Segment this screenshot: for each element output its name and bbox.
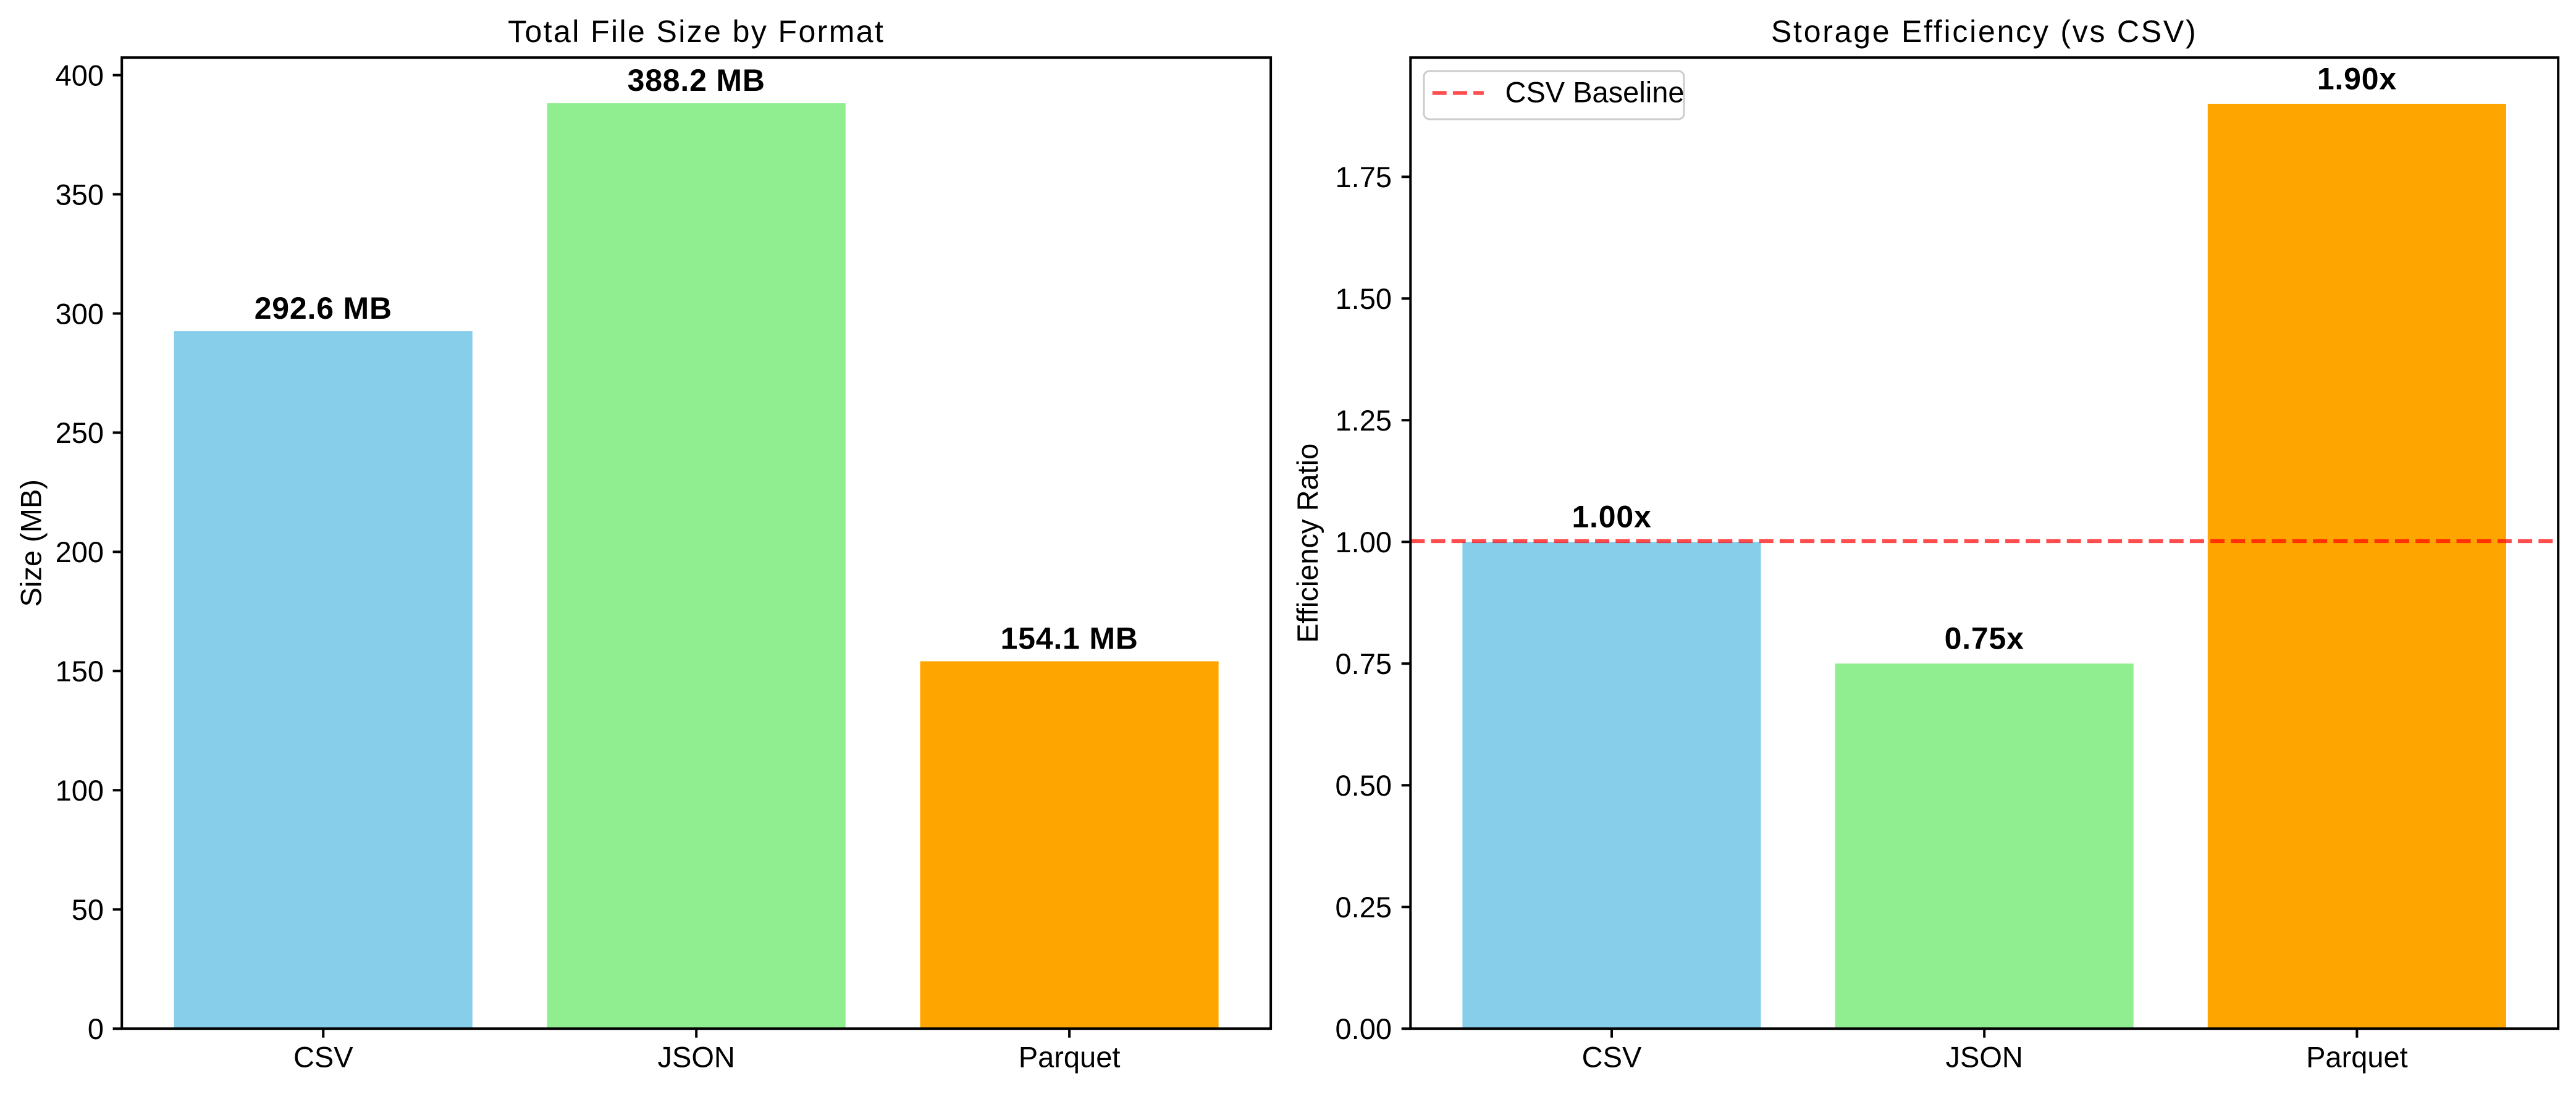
svg-text:Parquet: Parquet <box>1019 1041 1121 1074</box>
svg-text:Total File Size by Format: Total File Size by Format <box>508 14 885 49</box>
svg-text:1.75: 1.75 <box>1336 161 1392 193</box>
svg-text:388.2 MB: 388.2 MB <box>628 63 765 98</box>
svg-text:250: 250 <box>56 416 104 449</box>
svg-text:Efficiency Ratio: Efficiency Ratio <box>1291 444 1324 643</box>
svg-text:292.6 MB: 292.6 MB <box>255 291 392 326</box>
svg-text:0.25: 0.25 <box>1336 891 1392 924</box>
svg-text:0.75: 0.75 <box>1336 647 1392 680</box>
svg-text:0.50: 0.50 <box>1336 769 1392 802</box>
svg-text:0.75x: 0.75x <box>1945 621 2024 656</box>
svg-text:CSV: CSV <box>293 1041 353 1074</box>
svg-text:1.00: 1.00 <box>1336 526 1392 558</box>
svg-text:1.00x: 1.00x <box>1572 500 1651 534</box>
svg-text:200: 200 <box>56 536 104 568</box>
svg-text:Parquet: Parquet <box>2306 1041 2408 1074</box>
svg-text:350: 350 <box>56 178 104 211</box>
svg-text:1.50: 1.50 <box>1336 282 1392 315</box>
svg-text:Size (MB): Size (MB) <box>14 479 47 607</box>
svg-text:CSV: CSV <box>1582 1041 1642 1074</box>
svg-text:50: 50 <box>72 893 104 926</box>
svg-text:0: 0 <box>88 1012 104 1045</box>
svg-text:CSV Baseline: CSV Baseline <box>1505 75 1685 108</box>
svg-text:1.25: 1.25 <box>1336 404 1392 437</box>
svg-text:100: 100 <box>56 774 104 807</box>
svg-text:154.1 MB: 154.1 MB <box>1001 621 1139 656</box>
svg-text:150: 150 <box>56 655 104 688</box>
svg-text:JSON: JSON <box>658 1041 735 1074</box>
svg-text:300: 300 <box>56 297 104 330</box>
svg-text:JSON: JSON <box>1946 1041 2023 1074</box>
svg-text:400: 400 <box>56 59 104 91</box>
svg-text:Storage Efficiency (vs CSV): Storage Efficiency (vs CSV) <box>1771 14 2198 49</box>
svg-text:0.00: 0.00 <box>1336 1012 1392 1045</box>
svg-text:1.90x: 1.90x <box>2317 61 2397 96</box>
